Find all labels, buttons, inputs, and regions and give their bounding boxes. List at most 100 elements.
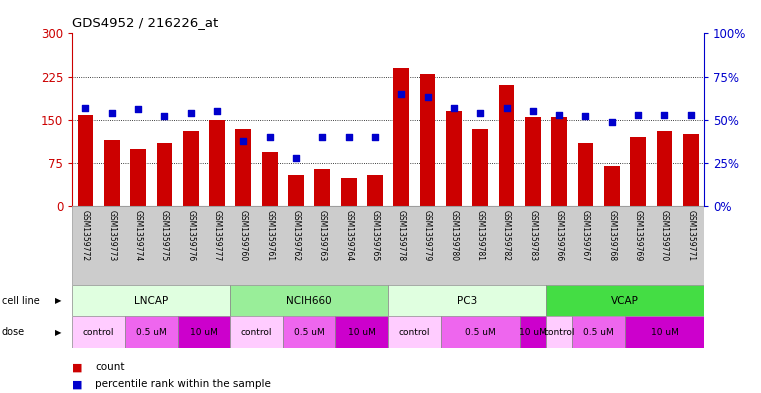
Text: ▶: ▶ [55,296,62,305]
Bar [125,316,177,348]
Text: 10 uM: 10 uM [651,328,678,336]
Text: GSM1359769: GSM1359769 [634,210,642,261]
Text: 0.5 uM: 0.5 uM [136,328,167,336]
Bar [283,316,336,348]
Point [211,108,223,114]
Bar [103,140,119,206]
Text: control: control [543,328,575,336]
Point [106,110,118,116]
Text: GSM1359761: GSM1359761 [265,210,274,261]
Point [158,113,170,119]
Text: GSM1359765: GSM1359765 [371,210,380,261]
Point [632,112,645,118]
Bar [235,129,251,206]
Text: control: control [399,328,430,336]
Text: GSM1359780: GSM1359780 [450,210,458,261]
Bar [546,316,572,348]
Text: GSM1359770: GSM1359770 [660,210,669,261]
Bar [72,285,231,316]
Text: dose: dose [2,327,24,337]
Point [553,112,565,118]
Bar [551,117,567,206]
Point [395,91,407,97]
Bar [498,85,514,206]
Text: count: count [95,362,125,373]
Bar [209,120,225,206]
Bar [388,285,546,316]
Bar [78,115,94,206]
Text: GSM1359781: GSM1359781 [476,210,485,261]
Point [422,94,434,101]
Point [474,110,486,116]
Text: GSM1359776: GSM1359776 [186,210,196,261]
Point [290,155,302,161]
Text: GSM1359762: GSM1359762 [291,210,301,261]
Bar [177,316,230,348]
Bar [288,174,304,206]
Text: GSM1359771: GSM1359771 [686,210,696,261]
Bar [262,152,278,206]
Point [185,110,197,116]
Text: ▶: ▶ [55,328,62,336]
Point [317,134,329,140]
Bar [446,111,462,206]
Text: percentile rank within the sample: percentile rank within the sample [95,379,271,389]
Text: GSM1359779: GSM1359779 [423,210,432,261]
Bar [393,68,409,206]
Bar [130,149,146,206]
Text: GSM1359760: GSM1359760 [239,210,248,261]
Text: control: control [83,328,114,336]
Point [606,118,618,125]
Text: NCIH660: NCIH660 [286,296,332,306]
Text: 0.5 uM: 0.5 uM [583,328,614,336]
Point [447,105,460,111]
Bar [546,285,704,316]
Text: VCAP: VCAP [611,296,639,306]
Bar [441,316,520,348]
Bar [578,143,594,206]
Text: GSM1359768: GSM1359768 [607,210,616,261]
Point [79,105,91,111]
Bar [630,137,646,206]
Text: GDS4952 / 216226_at: GDS4952 / 216226_at [72,17,218,29]
Bar [314,169,330,206]
Text: GSM1359777: GSM1359777 [212,210,221,261]
Text: control: control [240,328,272,336]
Bar [520,316,546,348]
Text: GSM1359772: GSM1359772 [81,210,90,261]
Bar [604,166,619,206]
Text: GSM1359773: GSM1359773 [107,210,116,261]
Point [685,112,697,118]
Text: PC3: PC3 [457,296,477,306]
Bar [231,285,388,316]
Text: 0.5 uM: 0.5 uM [294,328,324,336]
Text: 10 uM: 10 uM [519,328,547,336]
Text: ■: ■ [72,362,83,373]
Bar [367,174,383,206]
Point [579,113,591,119]
Text: 10 uM: 10 uM [348,328,376,336]
Bar [525,117,541,206]
Point [658,112,670,118]
Bar [420,74,435,206]
Bar [388,316,441,348]
Point [263,134,275,140]
Text: 0.5 uM: 0.5 uM [465,328,495,336]
Bar [572,316,625,348]
Text: LNCAP: LNCAP [134,296,168,306]
Bar [683,134,699,206]
Bar [231,316,283,348]
Bar [625,316,704,348]
Text: GSM1359763: GSM1359763 [318,210,326,261]
Text: GSM1359774: GSM1359774 [134,210,142,261]
Text: GSM1359766: GSM1359766 [555,210,564,261]
Point [369,134,381,140]
Text: 10 uM: 10 uM [190,328,218,336]
Point [527,108,539,114]
Point [342,134,355,140]
Text: GSM1359764: GSM1359764 [344,210,353,261]
Text: GSM1359778: GSM1359778 [396,210,406,261]
Text: ■: ■ [72,379,83,389]
Text: GSM1359783: GSM1359783 [528,210,537,261]
Bar [473,129,488,206]
